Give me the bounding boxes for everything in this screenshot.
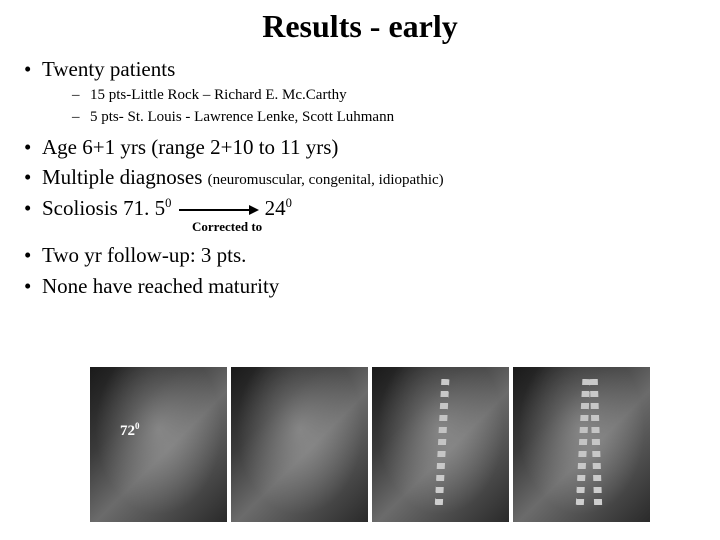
slide: Results - early Twenty patients 15 pts-L… [0,0,720,540]
bullet-list: Twenty patients 15 pts-Little Rock – Ric… [20,55,700,300]
xray-image-2 [231,367,368,522]
bullet-maturity: None have reached maturity [20,272,700,300]
bullet-text: Twenty patients [42,57,175,81]
arrow-icon [179,203,263,217]
degree-symbol: 0 [135,421,140,431]
degree-symbol: 0 [165,196,171,210]
xray-image-4 [513,367,650,522]
bullet-age: Age 6+1 yrs (range 2+10 to 11 yrs) [20,133,700,161]
arrow-head [249,205,259,215]
angle-label-72: 720 [120,421,140,440]
slide-title: Results - early [20,8,700,45]
bullet-diagnoses-a: Multiple diagnoses [42,165,208,189]
xray-row [90,367,650,522]
bullet-scoliosis: Scoliosis 71. 50 240 Corrected to [20,194,700,240]
sub-list: 15 pts-Little Rock – Richard E. Mc.Carth… [72,85,700,127]
bullet-followup: Two yr follow-up: 3 pts. [20,241,700,269]
scoliosis-pre: Scoliosis 71. 5 [42,196,165,220]
xray-image-1 [90,367,227,522]
xray-image-3 [372,367,509,522]
bullet-diagnoses: Multiple diagnoses (neuromuscular, conge… [20,163,700,191]
spine-hardware-icon [590,379,603,509]
degree-symbol: 0 [286,196,292,210]
spine-hardware-icon [575,379,590,509]
angle-value: 72 [120,423,135,439]
bullet-patients: Twenty patients 15 pts-Little Rock – Ric… [20,55,700,127]
arrow-line [179,209,251,211]
sub-item-littlerock: 15 pts-Little Rock – Richard E. Mc.Carth… [72,85,700,105]
corrected-label: Corrected to [192,218,720,236]
bullet-diagnoses-b: (neuromuscular, congenital, idiopathic) [208,172,444,188]
spine-hardware-icon [434,379,449,509]
sub-item-stlouis: 5 pts- St. Louis - Lawrence Lenke, Scott… [72,107,700,127]
scoliosis-post: 24 [265,196,286,220]
